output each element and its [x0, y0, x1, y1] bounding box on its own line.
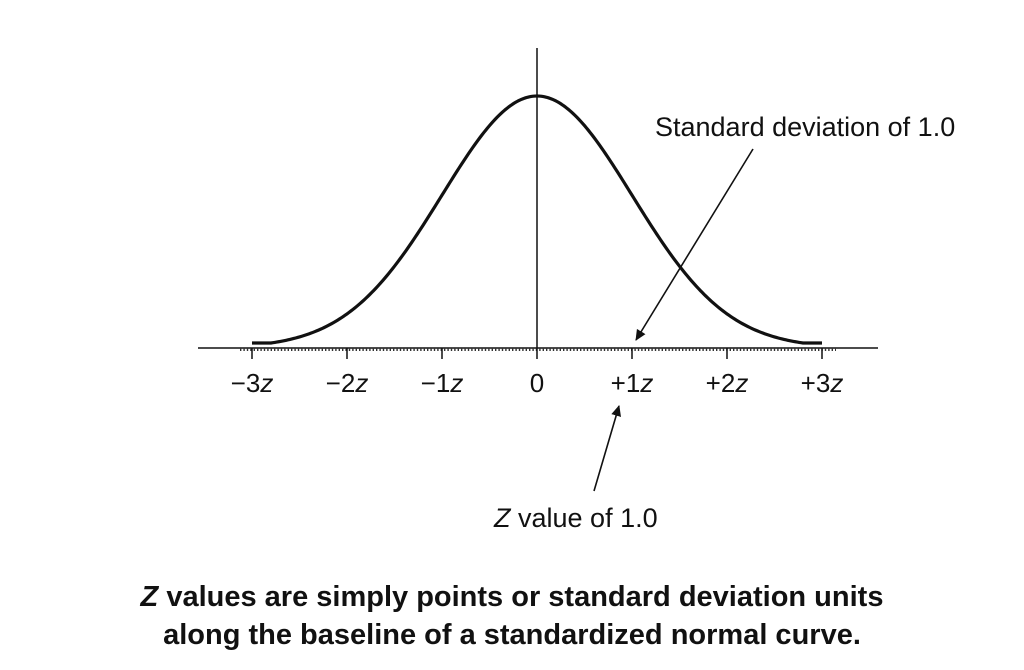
tick-label-minus-3z: −3z: [231, 368, 274, 398]
tick-label-minus-1z: −1z: [421, 368, 464, 398]
tick-labels: −3z −2z −1z 0 +1z +2z +3z: [231, 368, 844, 398]
tick-marks: [251, 348, 823, 359]
caption-line-1: Z values are simply points or standard d…: [140, 581, 884, 613]
tick-label-plus-2z: +2z: [706, 368, 749, 398]
tick-label-plus-1z: +1z: [611, 368, 654, 398]
tick-label-plus-3z: +3z: [801, 368, 844, 398]
annotation-standard-deviation: Standard deviation of 1.0: [655, 112, 955, 142]
normal-curve: [252, 94, 822, 345]
caption-line-2: along the baseline of a standardized nor…: [163, 619, 861, 651]
tick-label-minus-2z: −2z: [326, 368, 369, 398]
annotation-arrow-standard-deviation: [635, 148, 754, 341]
tick-label-zero: 0: [530, 368, 544, 398]
annotation-z-value: Z value of 1.0: [493, 503, 658, 533]
annotation-arrow-z-value: [593, 405, 621, 492]
